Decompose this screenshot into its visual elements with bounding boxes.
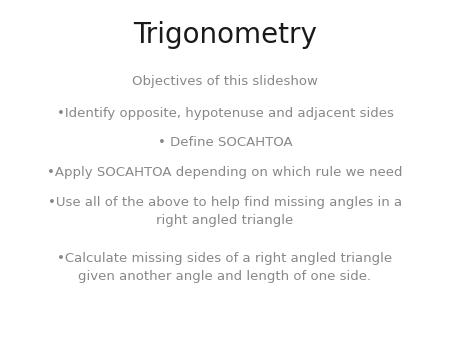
Text: Trigonometry: Trigonometry [133, 22, 317, 49]
Text: Objectives of this slideshow: Objectives of this slideshow [132, 75, 318, 88]
Text: •Use all of the above to help find missing angles in a
right angled triangle: •Use all of the above to help find missi… [48, 196, 402, 227]
Text: •Identify opposite, hypotenuse and adjacent sides: •Identify opposite, hypotenuse and adjac… [57, 107, 393, 120]
Text: •Apply SOCAHTOA depending on which rule we need: •Apply SOCAHTOA depending on which rule … [47, 166, 403, 179]
Text: •Calculate missing sides of a right angled triangle
given another angle and leng: •Calculate missing sides of a right angl… [58, 251, 392, 283]
Text: • Define SOCAHTOA: • Define SOCAHTOA [158, 136, 292, 149]
